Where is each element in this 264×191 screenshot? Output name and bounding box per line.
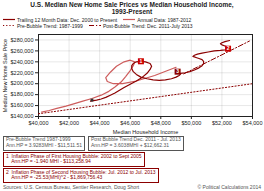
svg-text:$50,000: $50,000: [181, 120, 201, 126]
svg-text:3: 3: [176, 68, 179, 74]
svg-text:$46,000: $46,000: [120, 120, 140, 126]
html-text:Pre-Bubble Trend: 1987-1999: Pre-Bubble Trend: 1987-1999: [17, 22, 83, 29]
html-text:Trailing 12 Month Data: Dec. 2: Trailing 12 Month Data: Dec. 2000 to Pre…: [17, 16, 118, 23]
svg-text:$260,000: $260,000: [11, 48, 34, 54]
svg-text:$42,000: $42,000: [59, 120, 79, 126]
html-text:Post-Bubble Trend: Dec. 2011-J: Post-Bubble Trend: Dec. 2011-July 2013: [102, 22, 193, 29]
svg-text:$220,000: $220,000: [11, 69, 34, 75]
html-text:Post Bubble Trend Dec. 2011 -: Post Bubble Trend Dec. 2011 - Jul. 2013 …: [91, 136, 181, 149]
svg-text:$48,000: $48,000: [151, 120, 171, 126]
svg-text:$52,000: $52,000: [212, 120, 232, 126]
svg-text:Median New Home Sale Price: Median New Home Sale Price: [2, 39, 8, 112]
html-text:© Political Calculations 2014: © Political Calculations 2014: [197, 183, 261, 190]
html-text:Pre-Bubble Trend 1987-1999 Ann: Pre-Bubble Trend 1987-1999 Ann.HP = 3.92…: [6, 136, 82, 149]
svg-text:$140,000: $140,000: [11, 113, 34, 119]
svg-text:$40,000: $40,000: [29, 120, 49, 126]
svg-text:$240,000: $240,000: [11, 59, 34, 65]
svg-text:$280,000: $280,000: [11, 37, 34, 43]
html-text:Sources: U.S. Census Bureau, S: Sources: U.S. Census Bureau, Sentier Res…: [3, 183, 140, 190]
svg-text:Median Household Income: Median Household Income: [113, 128, 178, 134]
html-text:U.S. Median New Home Sale Pric: U.S. Median New Home Sale Prices vs Medi…: [30, 1, 234, 16]
svg-text:$200,000: $200,000: [11, 80, 34, 86]
html-text:Annual Data: 1987-2012: Annual Data: 1987-2012: [137, 16, 192, 23]
svg-text:1: 1: [140, 58, 143, 64]
svg-text:$54,000: $54,000: [243, 120, 263, 126]
svg-text:$180,000: $180,000: [11, 91, 34, 97]
html-text:2 Inflation Phase of Second Ho: 2 Inflation Phase of Second Housing Bubb…: [6, 168, 156, 181]
svg-text:2: 2: [227, 45, 230, 51]
svg-text:$44,000: $44,000: [90, 120, 110, 126]
html-text:1 Inflation Phase of First Hou: 1 Inflation Phase of First Housing Bubbl…: [6, 152, 142, 165]
svg-text:$160,000: $160,000: [11, 102, 34, 108]
